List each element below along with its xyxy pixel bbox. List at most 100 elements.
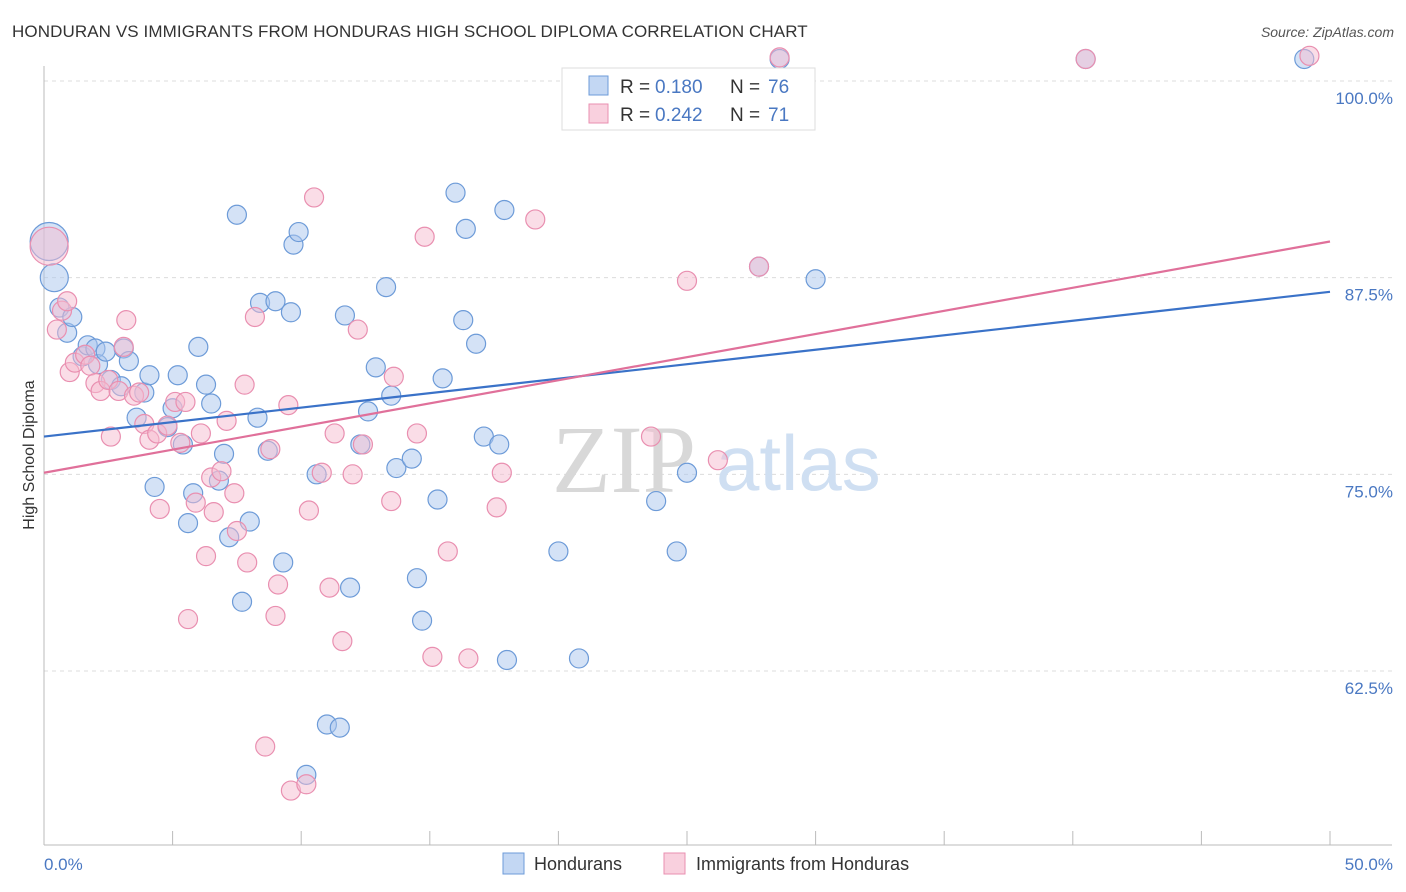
data-point	[298, 500, 320, 521]
data-point	[525, 209, 546, 230]
axes	[43, 66, 1392, 846]
correlation-legend: R = 0.180 N = 76 R = 0.242 N = 71	[561, 67, 816, 131]
data-point	[666, 541, 687, 562]
y-tick-label: 100.0%	[1335, 89, 1393, 108]
legend-swatch-pink	[588, 103, 609, 124]
watermark-zip: ZIP	[552, 406, 696, 513]
data-point	[422, 646, 443, 667]
trendline-hondurans	[43, 290, 1331, 438]
bottom-legend-swatch-pink	[663, 852, 686, 875]
legend-swatch-blue	[588, 75, 609, 96]
data-point	[646, 490, 667, 512]
data-point	[139, 365, 160, 386]
data-point	[226, 204, 247, 225]
bottom-legend-label-immigrants: Immigrants from Honduras	[696, 854, 909, 874]
data-point	[234, 374, 255, 395]
data-point	[177, 513, 199, 534]
data-point	[113, 336, 134, 357]
data-point	[640, 426, 662, 447]
data-point	[95, 341, 116, 362]
data-point	[805, 269, 826, 290]
data-point	[332, 631, 353, 652]
data-point	[375, 277, 397, 298]
data-point	[489, 434, 510, 455]
data-point	[288, 221, 309, 243]
data-point	[676, 462, 698, 483]
data-point	[278, 395, 299, 416]
data-point	[190, 423, 211, 444]
series-legend: Hondurans Immigrants from Honduras	[502, 852, 909, 875]
legend-n-label-pink: N =	[730, 105, 760, 126]
data-point	[445, 182, 466, 203]
data-point	[406, 568, 428, 589]
data-point	[157, 415, 178, 436]
data-point	[411, 610, 433, 631]
data-point	[195, 546, 217, 567]
data-point	[311, 462, 332, 483]
data-point	[267, 574, 289, 595]
legend-r-value-pink: 0.242	[655, 105, 703, 126]
legend-r-label-pink: R =	[620, 105, 650, 126]
data-point	[365, 357, 386, 378]
source-label: Source: ZipAtlas.com	[1260, 24, 1394, 40]
data-point	[39, 263, 69, 293]
data-point	[496, 649, 518, 671]
data-point	[381, 490, 402, 512]
y-tick-label: 62.5%	[1345, 679, 1393, 698]
data-point	[676, 270, 698, 291]
data-point	[707, 450, 728, 471]
legend-n-label-blue: N =	[730, 77, 760, 98]
data-point	[347, 319, 368, 340]
data-point	[748, 256, 770, 277]
bottom-legend-swatch-blue	[502, 852, 525, 875]
data-point	[29, 226, 69, 266]
data-point	[334, 305, 356, 326]
y-axis-label: High School Diploma	[21, 380, 38, 530]
data-point	[273, 552, 294, 573]
data-point	[491, 462, 512, 483]
bottom-legend-label-hondurans: Hondurans	[534, 854, 622, 874]
data-point	[203, 501, 224, 523]
data-point	[357, 401, 379, 422]
data-point	[129, 382, 150, 403]
data-point	[342, 464, 363, 485]
data-point	[383, 366, 404, 387]
data-point	[231, 591, 253, 612]
legend-n-value-pink: 71	[768, 105, 789, 126]
data-point	[188, 336, 209, 357]
data-point	[432, 368, 453, 389]
data-point	[213, 443, 235, 464]
data-point	[568, 648, 590, 669]
data-point	[175, 391, 196, 413]
data-point	[226, 520, 247, 542]
data-point	[296, 774, 317, 795]
data-point	[265, 291, 286, 312]
data-point	[280, 302, 302, 323]
data-point	[319, 577, 340, 598]
data-point	[769, 47, 790, 68]
data-point	[352, 434, 374, 455]
data-point	[185, 492, 206, 513]
y-tick-label: 75.0%	[1345, 482, 1393, 501]
data-point	[453, 310, 474, 331]
data-point	[144, 476, 165, 498]
data-point	[211, 461, 232, 482]
y-tick-label: 87.5%	[1345, 286, 1393, 305]
data-point	[437, 541, 458, 562]
data-point	[57, 291, 78, 312]
x-tick-labels: 0.0% 50.0%	[44, 855, 1393, 874]
trendline-immigrants	[43, 240, 1331, 474]
data-point	[116, 310, 137, 331]
data-point	[167, 365, 188, 386]
data-point	[100, 426, 121, 447]
data-point	[465, 333, 487, 354]
data-point	[224, 483, 245, 504]
data-point	[414, 226, 435, 247]
data-point	[201, 393, 222, 414]
x-tick-label: 50.0%	[1345, 855, 1393, 874]
data-point	[244, 306, 266, 328]
watermark-atlas: atlas	[716, 419, 881, 507]
legend-r-value-blue: 0.180	[655, 77, 703, 98]
data-point	[458, 648, 479, 669]
